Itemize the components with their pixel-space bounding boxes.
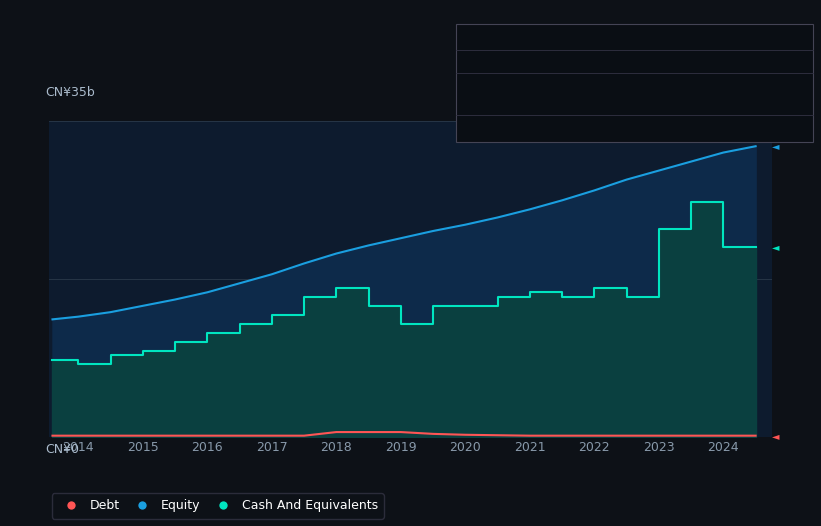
Text: Debt: Debt	[466, 56, 494, 69]
Text: Jun 30 2024: Jun 30 2024	[466, 30, 540, 43]
Text: CN¥35b: CN¥35b	[46, 86, 95, 99]
Text: 0.4%: 0.4%	[644, 99, 677, 112]
Text: ◄: ◄	[773, 431, 780, 441]
Text: ◄: ◄	[773, 242, 780, 252]
Text: CN¥129.184m: CN¥129.184m	[720, 56, 805, 69]
Text: CN¥0: CN¥0	[46, 443, 80, 456]
Text: ◄: ◄	[773, 141, 780, 151]
Legend: Debt, Equity, Cash And Equivalents: Debt, Equity, Cash And Equivalents	[52, 493, 384, 519]
Text: CN¥20.807b: CN¥20.807b	[732, 120, 805, 133]
Text: Cash And Equivalents: Cash And Equivalents	[466, 120, 594, 133]
Text: CN¥31.099b: CN¥31.099b	[732, 79, 805, 92]
Text: Debt/Equity Ratio: Debt/Equity Ratio	[696, 99, 805, 112]
Text: Equity: Equity	[466, 79, 503, 92]
